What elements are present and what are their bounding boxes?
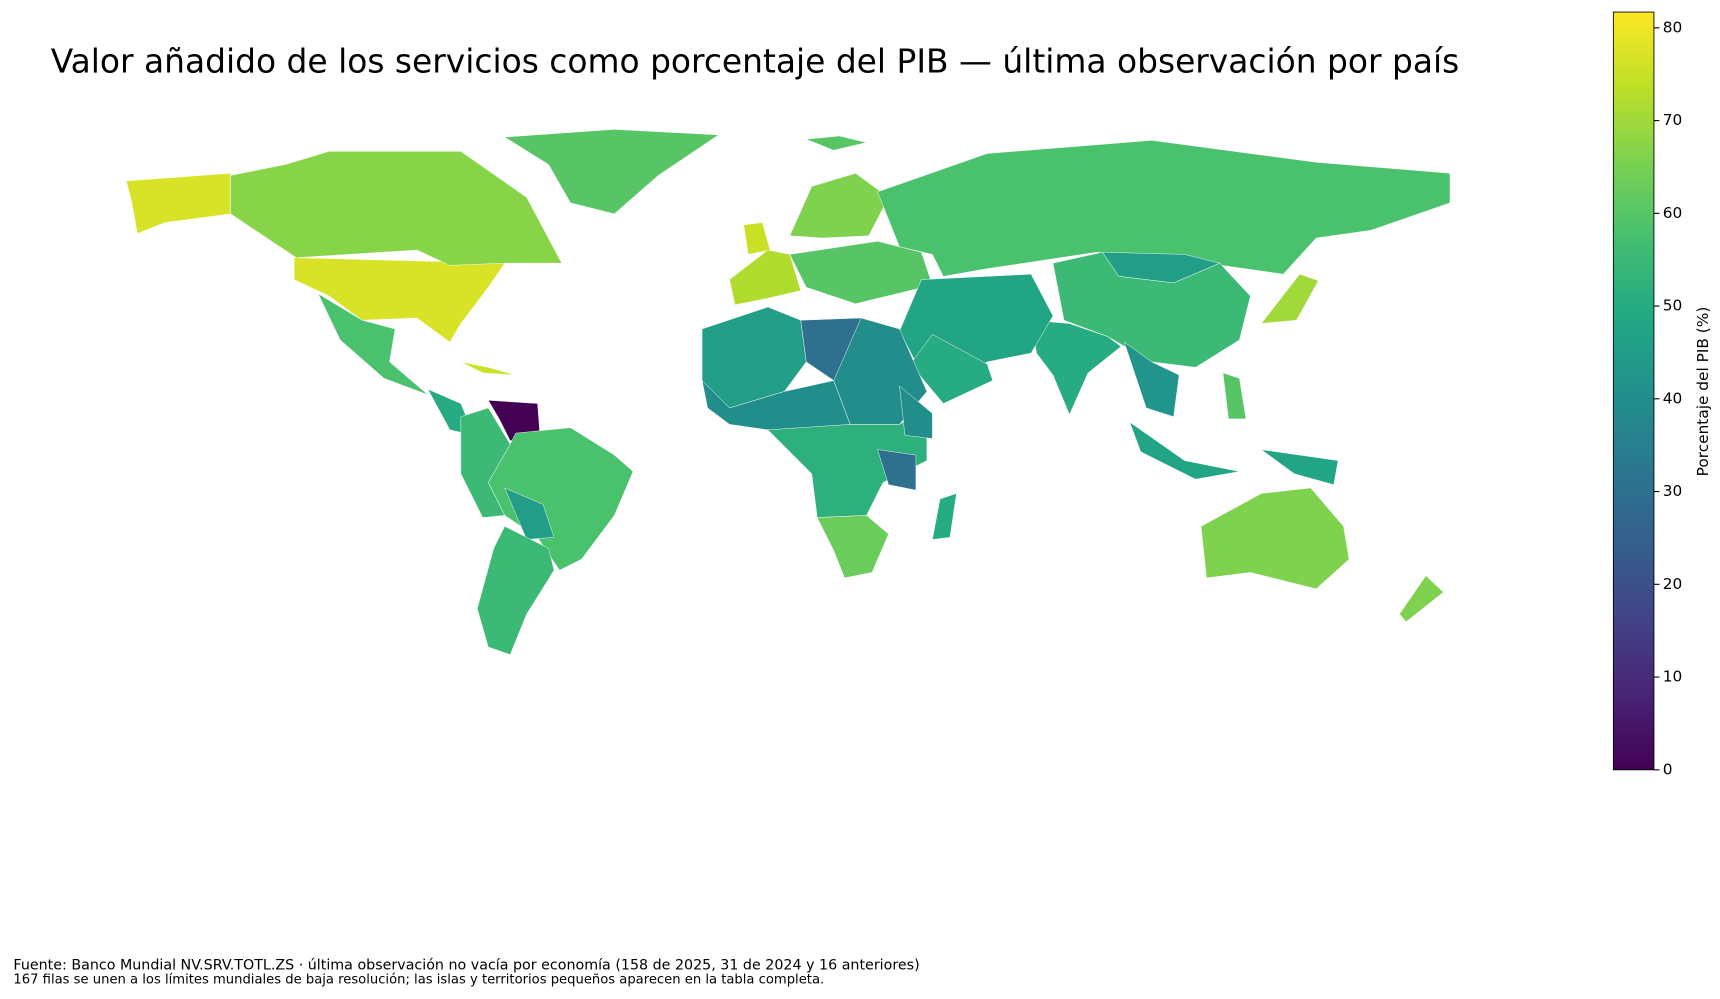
region: [504, 487, 555, 540]
region: [1200, 487, 1350, 590]
region: [899, 385, 933, 439]
colorbar-tick-label: 70: [1663, 111, 1683, 129]
colorbar-tick-label: 10: [1663, 668, 1683, 686]
region: [1260, 273, 1319, 324]
colorbar-label: Porcentaje del PIB (%): [1694, 307, 1712, 477]
region: [877, 140, 1451, 277]
colorbar-tick-label: 80: [1663, 18, 1683, 36]
region: [1222, 372, 1247, 420]
region: [816, 515, 889, 579]
region: [932, 493, 957, 540]
region: [910, 334, 993, 404]
region: [806, 135, 867, 151]
colorbar-tick-label: 0: [1663, 760, 1673, 778]
region: [317, 293, 429, 395]
region: [877, 449, 917, 491]
colorbar-tick-label: 20: [1663, 575, 1683, 593]
region: [1123, 341, 1180, 417]
region: [1129, 421, 1240, 480]
region: [504, 129, 720, 215]
region: [126, 173, 231, 234]
colorbar-tick-label: 60: [1663, 204, 1683, 222]
map: [126, 129, 1451, 655]
region: [743, 222, 771, 255]
region: [1261, 449, 1339, 485]
region: [789, 173, 889, 239]
region: [789, 241, 933, 304]
region: [230, 151, 563, 266]
colorbar-tick-label: 50: [1663, 297, 1683, 315]
region: [729, 249, 802, 306]
region: [1052, 251, 1251, 368]
coverage-note: 167 filas se unen a los límites mundiale…: [13, 973, 824, 988]
colorbar-tick-label: 30: [1663, 482, 1683, 500]
region: [293, 257, 506, 343]
region: [460, 361, 516, 376]
region: [1030, 319, 1122, 416]
source-note: Fuente: Banco Mundial NV.SRV.TOTL.ZS · ú…: [13, 957, 919, 973]
region: [460, 407, 511, 518]
region: [1399, 575, 1444, 623]
region: [477, 526, 555, 655]
colorbar-tick-label: 40: [1663, 389, 1683, 407]
map-title: Valor añadido de los servicios como porc…: [51, 41, 1460, 80]
colorbar: [1612, 11, 1655, 771]
